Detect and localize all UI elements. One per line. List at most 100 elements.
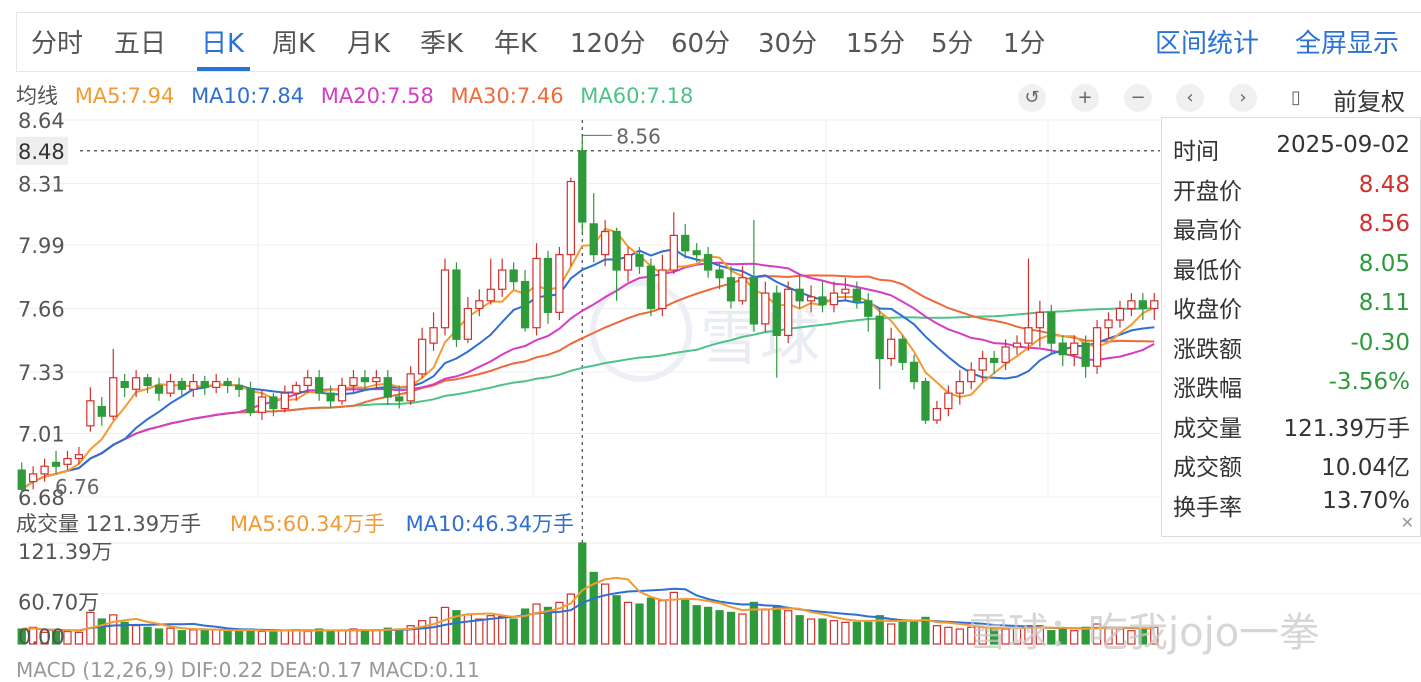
undo-icon[interactable]: ↺ [1018, 84, 1046, 112]
tab-quarterly-k[interactable]: 季K [420, 29, 464, 59]
volume-bar [909, 620, 919, 645]
tab-15min[interactable]: 15分 [846, 29, 906, 59]
candle-body [932, 407, 942, 421]
volume-bar [532, 603, 541, 645]
candle-body [200, 380, 209, 388]
candle-body [646, 265, 656, 310]
tab-weekly-k[interactable]: 周K [272, 29, 316, 59]
candle-body [166, 380, 175, 394]
volume-bar [646, 597, 656, 645]
next-icon[interactable]: › [1229, 84, 1257, 112]
volume-bar [669, 591, 678, 645]
volume-bar [383, 627, 392, 645]
volume-bar [967, 626, 976, 645]
candle-body [887, 338, 896, 360]
volume-ma5-line [21, 576, 1155, 632]
y-tick-label: 6.68 [18, 486, 65, 510]
adjust-mode-label[interactable]: 前复权 [1333, 88, 1405, 116]
ma-legend: 均线 MA5:7.94 MA10:7.84 MA20:7.58 MA30:7.4… [16, 80, 703, 110]
candle-body [1070, 342, 1079, 356]
candle-body [498, 269, 507, 290]
candle-body [772, 292, 781, 337]
volume-bar [955, 628, 964, 645]
volume-bar [612, 595, 621, 645]
tab-yearly-k[interactable]: 年K [494, 29, 538, 59]
volume-bar [601, 583, 610, 645]
volume-bar [1035, 625, 1045, 645]
fullscreen-link[interactable]: 全屏显示 [1295, 29, 1400, 59]
candle-body [1115, 307, 1125, 321]
volume-bar [1058, 628, 1067, 645]
candle-body [1047, 311, 1056, 344]
volume-bar [166, 627, 175, 645]
candle-body [440, 269, 450, 329]
candle-body [280, 392, 289, 410]
tab-daily-k[interactable]: 日K [201, 29, 245, 59]
ma30-value: MA30:7.46 [450, 84, 564, 108]
candle-body [1058, 342, 1067, 356]
candle-body [1092, 327, 1102, 367]
volume-bar [372, 629, 381, 645]
candle-body [63, 457, 72, 465]
volume-bar [177, 630, 187, 645]
candle-body [120, 380, 129, 388]
tab-120min[interactable]: 120分 [570, 29, 646, 59]
volume-bar [292, 629, 301, 645]
prev-icon[interactable]: ‹ [1176, 84, 1204, 112]
volume-tick-label: 0.00 [18, 625, 65, 649]
range-stats-link[interactable]: 区间统计 [1155, 29, 1260, 59]
candle-body [234, 384, 244, 390]
candle-body [463, 307, 473, 340]
ma10-value: MA10:7.84 [191, 84, 305, 108]
candle-type-icon[interactable]: ▯ [1291, 87, 1301, 108]
volume-legend: 成交量 121.39万手 MA5:60.34万手 MA10:46.34万手 [16, 508, 574, 538]
candle-body [978, 357, 987, 371]
volume-bar [566, 593, 575, 645]
zoom-out-icon[interactable]: − [1124, 84, 1152, 112]
volume-bar [658, 600, 667, 645]
candle-body [944, 392, 953, 410]
tooltip-row-open: 开盘价 8.48 [1173, 172, 1410, 205]
candle-body [532, 257, 541, 329]
zoom-in-icon[interactable]: + [1071, 84, 1099, 112]
tab-30min[interactable]: 30分 [758, 29, 818, 59]
candle-body [40, 465, 49, 475]
tab-fenshi[interactable]: 分时 [31, 29, 84, 59]
tooltip-row-high: 最高价 8.56 [1173, 211, 1410, 244]
ma5-value: MA5:7.94 [74, 84, 175, 108]
volume-bar [761, 608, 770, 645]
tooltip-row-change: 涨跌额 -0.30 [1173, 330, 1410, 363]
volume-bar [360, 630, 370, 645]
candle-body [715, 269, 724, 279]
volume-ma10-line [21, 587, 1155, 632]
candle-body [1024, 327, 1033, 344]
volume-bar [109, 614, 118, 645]
tooltip-row-turnover-rate: 换手率 13.70% [1173, 488, 1410, 521]
candle-body [578, 150, 587, 223]
tooltip-row-turnover: 成交额 10.04亿 [1173, 455, 1410, 481]
volume-bar [795, 615, 804, 645]
volume-bar [932, 625, 942, 645]
candle-body [967, 369, 976, 383]
tab-60min[interactable]: 60分 [671, 29, 731, 59]
volume-bar [784, 610, 793, 645]
candle-body [955, 380, 964, 394]
volume-bar [1150, 626, 1159, 645]
volume-ma10: MA10:46.34万手 [405, 512, 574, 536]
volume-bar [280, 630, 289, 645]
tab-five-day[interactable]: 五日 [114, 29, 167, 59]
tab-monthly-k[interactable]: 月K [347, 29, 391, 59]
volume-bar [120, 621, 129, 645]
candle-body [109, 377, 118, 417]
close-icon[interactable]: ✕ [1400, 513, 1414, 532]
y-tick-label: 7.99 [18, 234, 65, 258]
volume-tick-label: 60.70万 [18, 591, 99, 615]
volume-bar [417, 620, 427, 645]
candle-body [177, 380, 187, 390]
tab-1min[interactable]: 1分 [1003, 29, 1046, 59]
watermark-logo [590, 280, 692, 382]
volume-bar [452, 610, 461, 645]
volume-bar [315, 628, 324, 645]
tab-5min[interactable]: 5分 [931, 29, 974, 59]
